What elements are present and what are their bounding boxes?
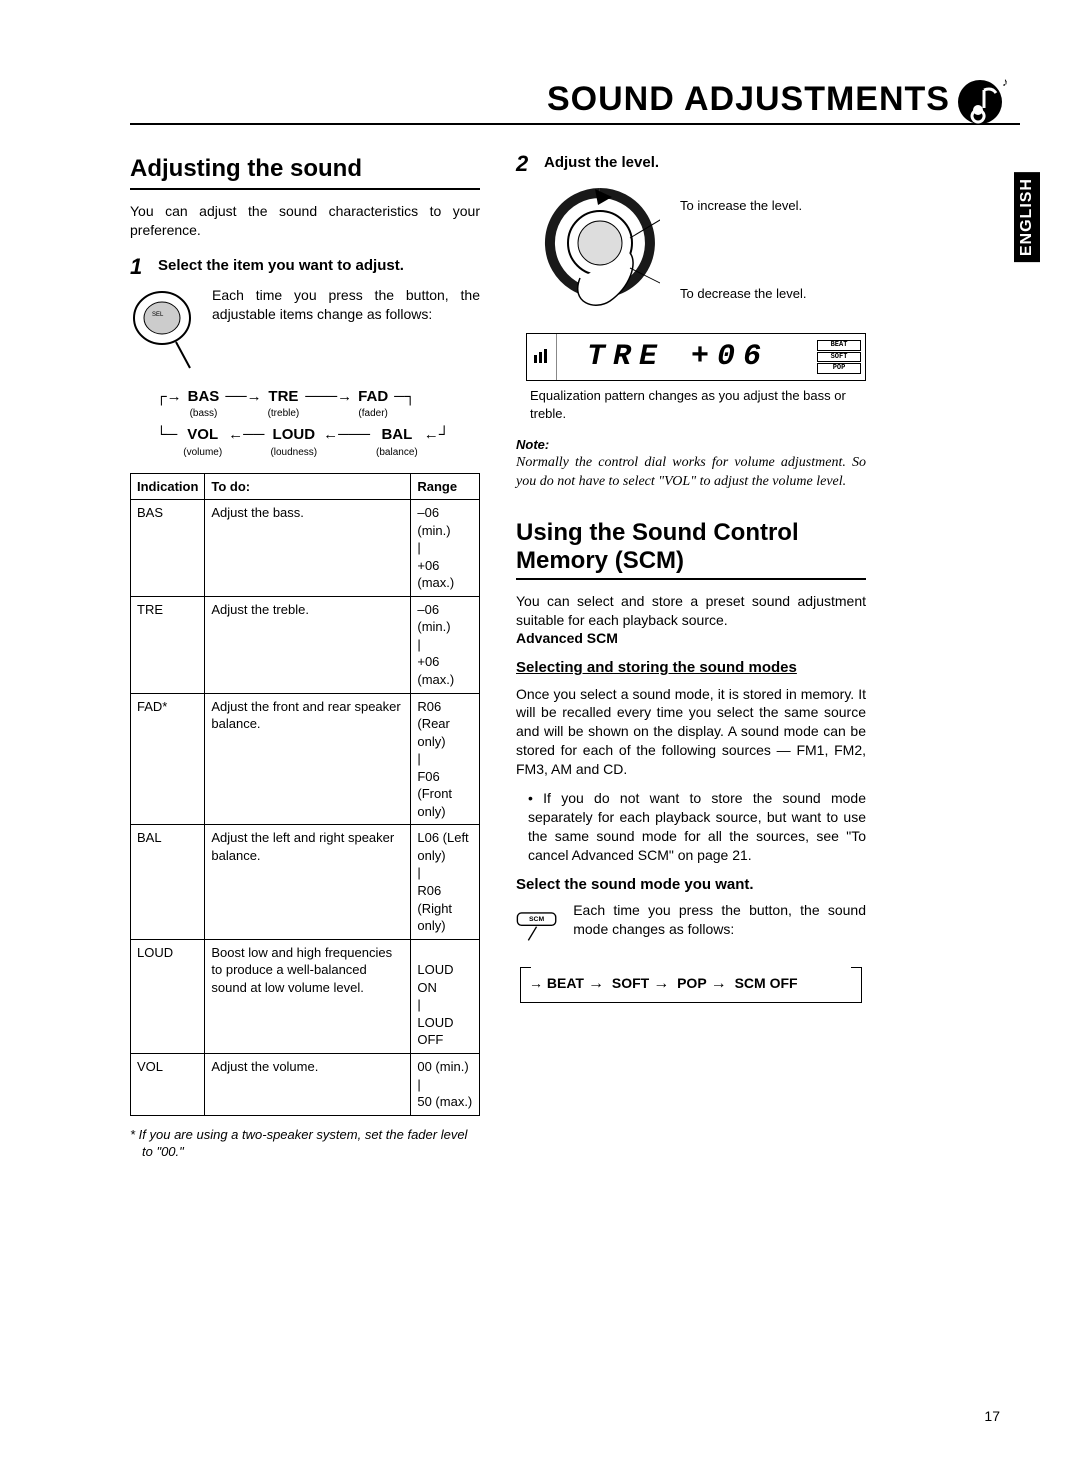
table-row: FAD*Adjust the front and rear speaker ba… [131,693,480,825]
table-row: VOLAdjust the volume.00 (min.) | 50 (max… [131,1053,480,1115]
svg-text:SCM: SCM [529,916,545,923]
scm-heading: Using the Sound Control Memory (SCM) [516,519,866,579]
item-cycle-diagram: ┌→ BAS(bass) ──→ TRE(treble) ───→ FAD(fa… [150,388,480,458]
lcd-caption: Equalization pattern changes as you adju… [530,387,866,422]
table-row: LOUDBoost low and high frequencies to pr… [131,939,480,1053]
note-heading: Note: [516,436,866,454]
adjusting-intro: You can adjust the sound characteristics… [130,202,480,240]
step-1-number: 1 [130,256,150,278]
scm-intro: You can select and store a preset sound … [516,592,866,649]
step-2-title: Adjust the level. [544,153,659,175]
step-1-title: Select the item you want to adjust. [158,256,404,278]
note-body: Normally the control dial works for volu… [516,454,866,492]
step-2-number: 2 [516,153,536,175]
sel-knob-icon: SEL [130,286,202,374]
page-title: SOUND ADJUSTMENTS [130,80,1020,125]
fader-footnote: * If you are using a two-speaker system,… [130,1126,480,1161]
lcd-display: TRE +06 BEAT SOFT POP [526,333,866,381]
language-tab: ENGLISH [1014,172,1040,262]
table-row: BALAdjust the left and right speaker bal… [131,825,480,939]
svg-text:♪: ♪ [1002,75,1008,89]
indication-table: Indication To do: Range BASAdjust the ba… [130,473,480,1116]
level-dial-diagram: To increase the level. To decrease the l… [540,183,866,323]
scm-paragraph: Once you select a sound mode, it is stor… [516,685,866,779]
table-row: BASAdjust the bass.–06 (min.) | +06 (max… [131,500,480,597]
scm-button-icon: SCM [516,901,561,951]
svg-text:SEL: SEL [152,312,164,318]
select-mode-text: Each time you press the button, the soun… [573,901,866,951]
step-1-text: Each time you press the button, the adju… [212,286,480,374]
table-row: TREAdjust the treble.–06 (min.) | +06 (m… [131,596,480,693]
adjusting-heading: Adjusting the sound [130,153,480,190]
music-note-icon: ♪ [954,72,1010,128]
left-column: Adjusting the sound You can adjust the s… [130,153,480,1161]
right-column: 2 Adjust the level. To increase the leve… [516,153,866,1161]
sound-mode-cycle: → BEAT→ SOFT→ POP→ SCM OFF [520,967,862,1004]
page-number: 17 [984,1408,1000,1424]
scm-bullet: If you do not want to store the sound mo… [528,789,866,865]
select-mode-title: Select the sound mode you want. [516,875,866,895]
selecting-subheading: Selecting and storing the sound modes [516,658,866,678]
